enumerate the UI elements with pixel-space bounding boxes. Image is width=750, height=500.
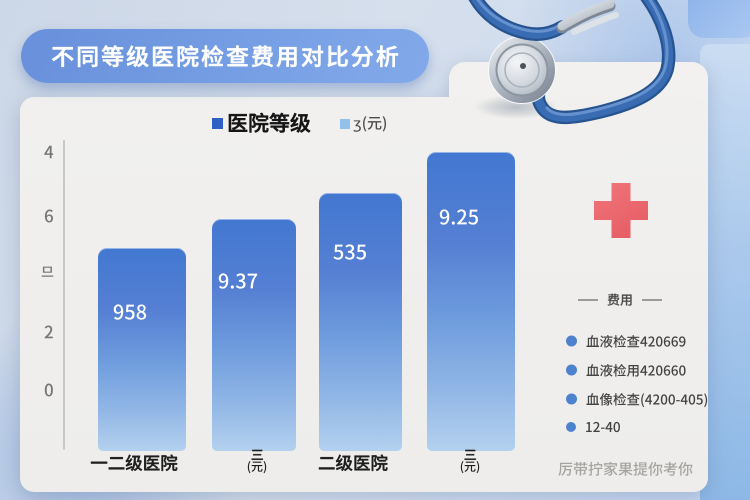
header-dash-left [578,298,598,301]
bar-three-yuan-2 [427,152,515,451]
bar-three-yuan-1 [212,219,296,451]
x-label-2 [318,454,388,472]
y-tick-3 [14,325,54,339]
y-tick-2 [14,266,54,277]
x-label-1 [247,449,268,473]
title-banner [21,29,429,83]
bar-value-0 [113,304,147,320]
fee-item-3 [566,421,621,433]
bullet-dot [566,335,577,347]
x-label-1-line2 [247,460,268,473]
x-label-3-line1 [460,449,481,460]
legend-label-hospital-level [227,112,311,133]
x-label-0 [90,454,178,472]
y-tick-1 [14,209,54,223]
bar-level12-hospital [98,248,186,451]
bullet-dot [566,422,576,432]
watermark-text [558,461,693,476]
bullet-dot [566,393,577,405]
bar-value-1 [218,273,258,289]
bar-value-2 [333,244,367,260]
legend-swatch-light-blue [340,119,350,129]
fee-item-1-label [586,363,686,377]
fee-item-1 [566,363,686,377]
fee-item-0 [566,334,686,348]
y-tick-4 [14,383,54,397]
legend-label-yuan [353,116,387,132]
header-dash-right [642,298,662,301]
bullet-dot [566,364,577,376]
fee-item-2 [566,392,708,407]
top-right-corner-chip [688,0,750,38]
x-label-1-line1 [247,449,268,460]
right-blue-band [700,44,750,500]
y-axis-line [63,140,65,450]
page-title [51,44,399,67]
fee-section-header [560,293,680,306]
bar-value-3 [439,209,479,225]
fee-header-label [607,293,633,306]
legend-swatch-dark-blue [212,118,223,129]
x-label-3 [460,449,481,473]
fee-item-0-label [586,334,686,348]
fee-item-3-label [585,421,621,433]
red-cross-icon [594,183,648,238]
y-tick-0 [14,145,54,159]
bar-level2-hospital [319,193,402,451]
fee-item-2-label [586,392,708,407]
x-label-3-line2 [460,460,481,473]
